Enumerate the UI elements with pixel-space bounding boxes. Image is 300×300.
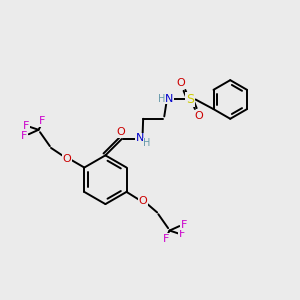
Text: N: N — [135, 133, 144, 143]
Text: F: F — [39, 116, 45, 127]
Text: O: O — [116, 128, 125, 137]
Text: H: H — [158, 94, 166, 104]
Text: F: F — [21, 131, 28, 141]
Text: F: F — [181, 220, 187, 230]
Text: F: F — [163, 234, 169, 244]
Text: H: H — [143, 139, 151, 148]
Text: O: O — [139, 196, 147, 206]
Text: S: S — [186, 93, 194, 106]
Text: F: F — [23, 121, 29, 131]
Text: F: F — [179, 229, 185, 239]
Text: O: O — [195, 111, 203, 121]
Text: N: N — [165, 94, 173, 104]
Text: O: O — [177, 78, 186, 88]
Text: O: O — [63, 154, 71, 164]
